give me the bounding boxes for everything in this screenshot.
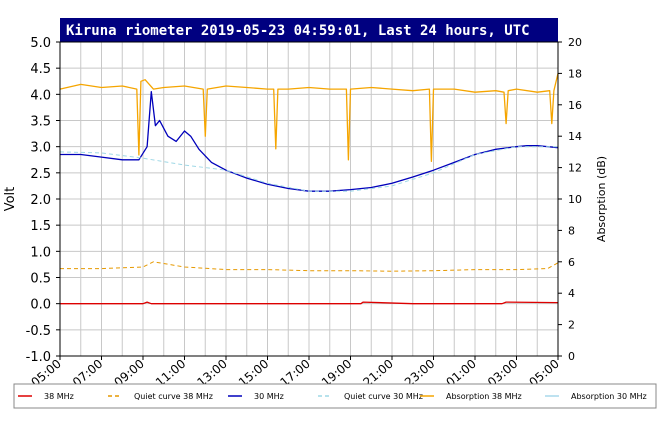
series-line-1	[60, 261, 559, 272]
y-tick-label: 2.0	[30, 193, 51, 208]
y-right-tick-label: 6	[568, 256, 575, 269]
y-tick-label: -0.5	[26, 324, 51, 339]
legend-label: Quiet curve 38 MHz	[134, 392, 213, 401]
y-right-tick-label: 2	[568, 319, 575, 332]
y-tick-label: 3.5	[30, 115, 51, 130]
y-tick-label: 4.5	[30, 62, 51, 77]
y-tick-label: 3.0	[30, 141, 51, 156]
y-axis-label-left: Volt	[3, 187, 18, 212]
y-right-tick-label: 20	[568, 36, 582, 49]
y-right-tick-label: 8	[568, 224, 575, 237]
legend: 38 MHz Quiet curve 38 MHz 30 MHz Quiet curv…	[18, 392, 647, 401]
y-right-tick-label: 18	[568, 67, 582, 80]
series-line-2	[60, 91, 559, 192]
legend-label: 38 MHz	[44, 392, 74, 401]
y-right-tick-label: 10	[568, 193, 582, 206]
chart-title: Kiruna riometer 2019-05-23 04:59:01, Las…	[66, 23, 530, 39]
y-tick-label: 5.0	[30, 36, 51, 51]
title-bar	[60, 18, 558, 42]
y-tick-label: -1.0	[26, 350, 51, 365]
y-tick-label: 0.0	[30, 298, 51, 313]
legend-label: Absorption 30 MHz	[571, 392, 647, 401]
legend-label: 30 MHz	[254, 392, 284, 401]
y-tick-label: 1.5	[30, 219, 51, 234]
y-tick-label: 2.5	[30, 167, 51, 182]
series-line-0	[60, 301, 559, 305]
legend-label: Absorption 38 MHz	[446, 392, 522, 401]
y-tick-label: 4.0	[30, 88, 51, 103]
series-line-3	[59, 146, 558, 192]
y-right-tick-label: 4	[568, 287, 575, 300]
y-tick-label: 1.0	[30, 245, 51, 260]
y-right-tick-label: 14	[568, 130, 582, 143]
series-layer	[59, 73, 559, 305]
y-right-tick-label: 16	[568, 99, 582, 112]
series-line-4	[59, 73, 559, 162]
y-right-tick-label: 12	[568, 162, 582, 175]
y-axis-label-right: Absorption (dB)	[595, 156, 608, 242]
tick-layer: 5.0 4.5 4.0 3.5 3.0 2.5 2.0 1.5 1.0 0.5 0.0 -0.5 -1.…	[26, 36, 582, 390]
legend-label: Quiet curve 30 MHz	[344, 392, 423, 401]
y-right-tick-label: 0	[568, 350, 575, 363]
y-tick-label: 0.5	[30, 272, 51, 287]
